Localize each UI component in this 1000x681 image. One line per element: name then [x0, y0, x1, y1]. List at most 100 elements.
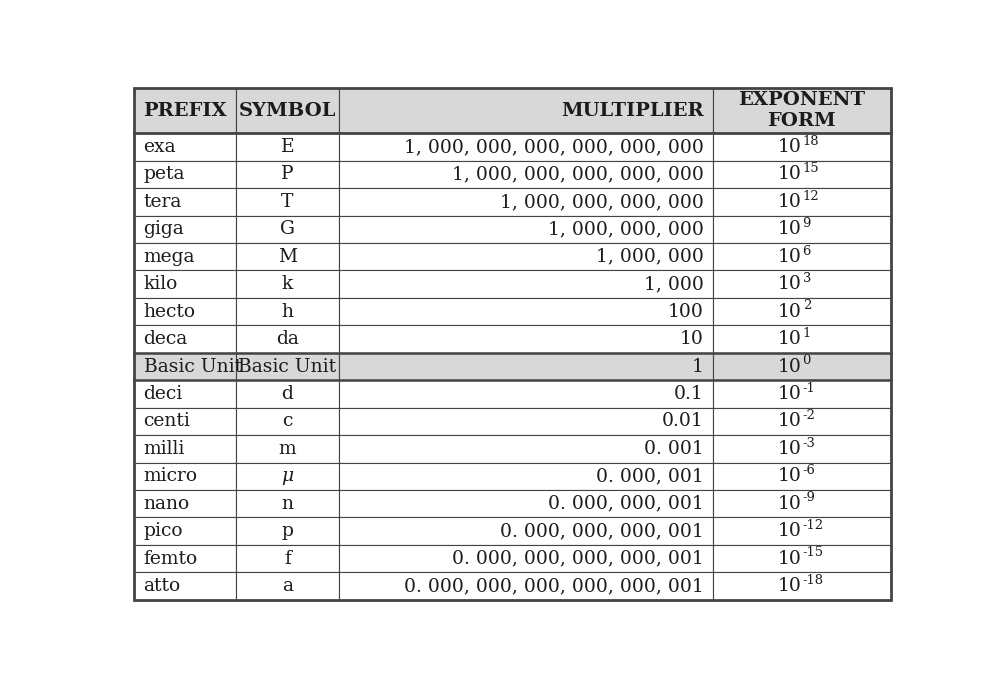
Text: T: T: [281, 193, 294, 211]
Text: MULTIPLIER: MULTIPLIER: [561, 101, 704, 120]
Text: 10: 10: [778, 522, 802, 540]
Bar: [236, 462, 339, 490]
Bar: [134, 518, 236, 545]
Text: a: a: [282, 577, 293, 595]
Bar: [339, 298, 713, 326]
Text: 1, 000: 1, 000: [644, 275, 704, 294]
Text: 10: 10: [778, 275, 802, 294]
Bar: [134, 545, 236, 572]
Bar: [339, 490, 713, 518]
Bar: [713, 518, 891, 545]
Text: f: f: [284, 550, 291, 568]
Bar: [713, 353, 891, 380]
Text: 0. 000, 000, 001: 0. 000, 000, 001: [548, 495, 704, 513]
Text: 0. 000, 001: 0. 000, 001: [596, 467, 704, 486]
Bar: [236, 435, 339, 462]
Text: 10: 10: [778, 193, 802, 211]
Bar: [339, 243, 713, 270]
Text: hecto: hecto: [144, 302, 196, 321]
Bar: [339, 88, 713, 133]
Bar: [339, 545, 713, 572]
Text: n: n: [281, 495, 293, 513]
Bar: [134, 572, 236, 600]
Text: 10: 10: [778, 248, 802, 266]
Text: 0. 000, 000, 000, 001: 0. 000, 000, 000, 001: [500, 522, 704, 540]
Text: milli: milli: [144, 440, 185, 458]
Text: 15: 15: [803, 162, 819, 175]
Text: 10: 10: [778, 138, 802, 156]
Text: exa: exa: [144, 138, 176, 156]
Bar: [134, 380, 236, 408]
Bar: [134, 490, 236, 518]
Bar: [134, 133, 236, 161]
Text: -18: -18: [803, 574, 824, 587]
Bar: [236, 270, 339, 298]
Bar: [236, 545, 339, 572]
Bar: [134, 298, 236, 326]
Bar: [236, 133, 339, 161]
Text: 10: 10: [778, 413, 802, 430]
Text: 10: 10: [778, 221, 802, 238]
Bar: [713, 161, 891, 188]
Text: μ: μ: [281, 467, 294, 486]
Text: 0. 000, 000, 000, 000, 000, 001: 0. 000, 000, 000, 000, 000, 001: [404, 577, 704, 595]
Text: peta: peta: [144, 165, 185, 183]
Bar: [713, 572, 891, 600]
Bar: [713, 216, 891, 243]
Text: 10: 10: [778, 577, 802, 595]
Bar: [134, 353, 236, 380]
Bar: [713, 408, 891, 435]
Text: 1, 000, 000: 1, 000, 000: [596, 248, 704, 266]
Text: kilo: kilo: [144, 275, 178, 294]
Bar: [236, 518, 339, 545]
Bar: [339, 188, 713, 216]
Bar: [134, 462, 236, 490]
Bar: [339, 572, 713, 600]
Bar: [236, 408, 339, 435]
Text: deca: deca: [144, 330, 188, 348]
Bar: [134, 161, 236, 188]
Text: -15: -15: [803, 546, 824, 559]
Text: 6: 6: [803, 244, 811, 257]
Text: da: da: [276, 330, 299, 348]
Bar: [713, 298, 891, 326]
Text: 2: 2: [803, 300, 811, 313]
Text: -12: -12: [803, 519, 824, 532]
Text: 0.01: 0.01: [662, 413, 704, 430]
Text: P: P: [281, 165, 294, 183]
Bar: [713, 380, 891, 408]
Bar: [713, 545, 891, 572]
Text: giga: giga: [144, 221, 184, 238]
Text: 1: 1: [692, 358, 704, 375]
Text: 10: 10: [778, 467, 802, 486]
Bar: [339, 326, 713, 353]
Text: atto: atto: [144, 577, 181, 595]
Text: 0. 001: 0. 001: [644, 440, 704, 458]
Bar: [134, 408, 236, 435]
Text: deci: deci: [144, 385, 183, 403]
Text: G: G: [280, 221, 295, 238]
Bar: [236, 380, 339, 408]
Bar: [134, 216, 236, 243]
Text: 3: 3: [803, 272, 811, 285]
Text: -3: -3: [803, 437, 815, 449]
Text: nano: nano: [144, 495, 190, 513]
Bar: [236, 188, 339, 216]
Text: centi: centi: [144, 413, 190, 430]
Bar: [236, 298, 339, 326]
Text: 9: 9: [803, 217, 811, 230]
Bar: [713, 133, 891, 161]
Bar: [713, 462, 891, 490]
Bar: [134, 188, 236, 216]
Bar: [713, 326, 891, 353]
Bar: [713, 270, 891, 298]
Text: SYMBOL: SYMBOL: [239, 101, 336, 120]
Text: 0: 0: [803, 354, 811, 367]
Text: 0. 000, 000, 000, 000, 001: 0. 000, 000, 000, 000, 001: [452, 550, 704, 568]
Bar: [236, 243, 339, 270]
Text: mega: mega: [144, 248, 195, 266]
Bar: [134, 435, 236, 462]
Text: pico: pico: [144, 522, 183, 540]
Bar: [339, 435, 713, 462]
Text: E: E: [281, 138, 294, 156]
